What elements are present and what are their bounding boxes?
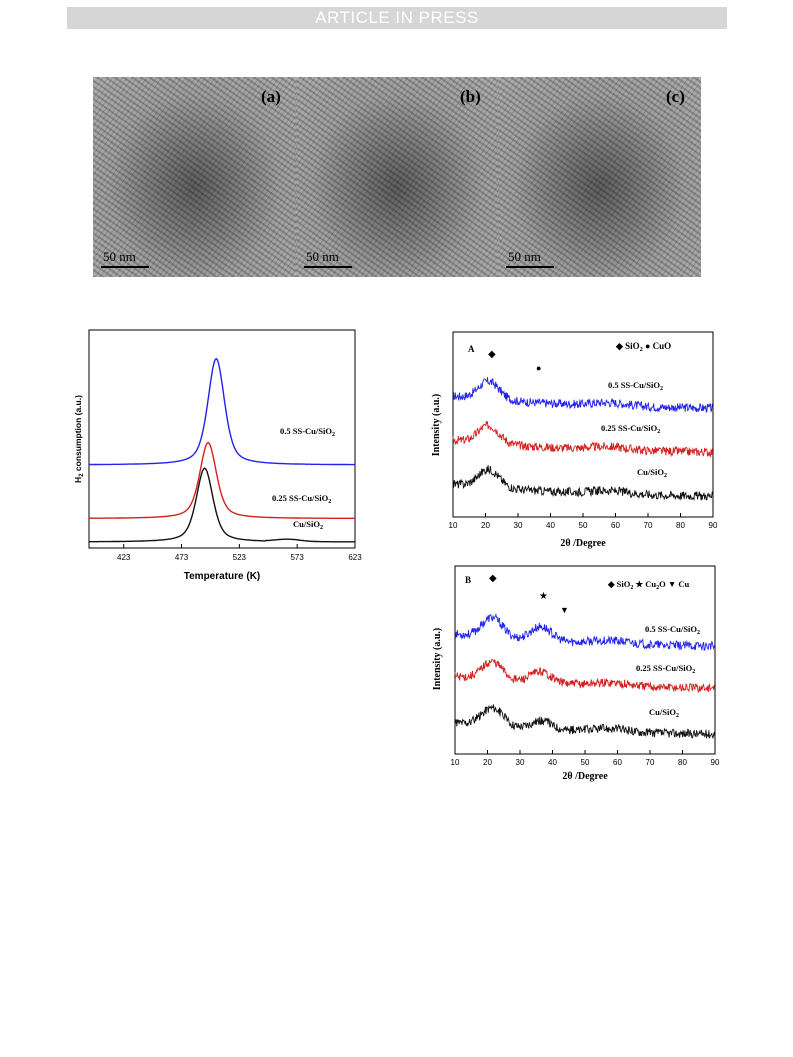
xrd-2-xtick-label-2: 30	[516, 758, 525, 767]
xrd-2-xtick-label-3: 40	[548, 758, 557, 767]
xrd-2-xtick-label-4: 50	[581, 758, 590, 767]
xrd-a-marker-sio2: ◆	[488, 349, 496, 360]
xrd-b-series-label-1: 0.25 SS-Cu/SiO2	[636, 663, 695, 675]
article-in-press-banner: ARTICLE IN PRESS	[67, 7, 727, 29]
xrd-a-chart: 10 20 30 40 50 60 70 80 90 A ◆ ● ◆ SiO2 ● CuO 0.…	[431, 331, 718, 549]
tpr-series-line-0	[89, 357, 355, 466]
panel-label-c: (c)	[666, 87, 685, 106]
xrd-1-xtick-label-3: 40	[546, 521, 555, 530]
xrd-2-xtick-label-7: 80	[678, 758, 687, 767]
scale-bar-b	[304, 266, 352, 268]
tpr-plot-frame	[88, 329, 356, 549]
xrd-1-xtick-label-4: 50	[579, 521, 588, 530]
xrd-a-ylabel: Intensity (a.u.)	[431, 394, 442, 457]
xrd-2-xtick-label-0: 10	[451, 758, 460, 767]
xrd-1-xtick-label-7: 80	[676, 521, 685, 530]
tem-image-a: (a) 50 nm	[93, 77, 296, 277]
tpr-chart: 423 473 523 573 623 Temperature (K) H2 consu…	[73, 329, 362, 582]
panel-label-b: (b)	[460, 87, 481, 106]
tpr-xtick-label-1: 473	[175, 553, 189, 562]
xrd-b-series-label-0: 0.5 SS-Cu/SiO2	[645, 624, 700, 636]
xrd-2-series-line-2	[454, 704, 716, 739]
tem-image-b: (b) 50 nm	[296, 77, 498, 277]
xrd-2-series-line-1	[454, 658, 716, 694]
tpr-xtick-label-4: 623	[348, 553, 362, 562]
scale-bar-c	[506, 266, 554, 268]
xrd-b-marker-cu: ▼	[560, 605, 569, 615]
tpr-series-label-2: Cu/SiO2	[293, 519, 323, 531]
xrd-b-plot-frame	[454, 565, 716, 755]
tpr-ylabel: H2 consumption (a.u.)	[73, 395, 85, 483]
xrd-b-ylabel: Intensity (a.u.)	[432, 628, 443, 691]
xrd-a-series-label-1: 0.25 SS-Cu/SiO2	[601, 423, 660, 435]
tpr-xlabel: Temperature (K)	[184, 571, 261, 582]
xrd-1-series-line-0	[452, 377, 713, 413]
xrd-b-panel-label: B	[465, 575, 471, 585]
tpr-xtick-label-3: 573	[290, 553, 304, 562]
xrd-1-series-line-2	[452, 465, 713, 501]
xrd-1-xtick-label-2: 30	[514, 521, 523, 530]
xrd-1-xtick-label-0: 10	[449, 521, 458, 530]
xrd-a-marker-cuo: ●	[536, 363, 541, 373]
xrd-b-legend: ◆ SiO2 ★ Cu2O ▼ Cu	[607, 579, 690, 591]
xrd-a-series-label-0: 0.5 SS-Cu/SiO2	[608, 380, 663, 392]
scale-text-c: 50 nm	[508, 249, 541, 264]
xrd-b-series-label-2: Cu/SiO2	[649, 707, 679, 719]
xrd-2-series-line-0	[454, 612, 716, 651]
tpr-series-label-1: 0.25 SS-Cu/SiO2	[272, 493, 331, 505]
xrd-1-xtick-label-5: 60	[611, 521, 620, 530]
xrd-1-series-line-1	[452, 421, 714, 458]
xrd-2-xtick-label-5: 60	[613, 758, 622, 767]
scale-text-a: 50 nm	[103, 249, 136, 264]
xrd-1-xtick-label-6: 70	[644, 521, 653, 530]
xrd-b-marker-sio2: ◆	[489, 573, 497, 584]
xrd-a-series-label-2: Cu/SiO2	[637, 467, 667, 479]
tpr-xtick-label-2: 523	[233, 553, 247, 562]
tpr-series-line-1	[89, 441, 355, 519]
xrd-a-legend: ◆ SiO2 ● CuO	[615, 341, 671, 353]
xrd-b-xlabel: 2θ /Degree	[562, 771, 608, 782]
xrd-a-panel-label: A	[468, 344, 475, 354]
xrd-1-xtick-label-1: 20	[481, 521, 490, 530]
tpr-xtick-label-0: 423	[117, 553, 131, 562]
scale-bar-a	[101, 266, 149, 268]
xrd-b-chart: 10 20 30 40 50 60 70 80 90 B ◆ ★ ▼ ◆ SiO2 ★ Cu2O…	[432, 565, 720, 782]
tpr-series-line-2	[89, 467, 355, 543]
tem-image-c: (c) 50 nm	[498, 77, 701, 277]
scale-text-b: 50 nm	[306, 249, 339, 264]
xrd-b-marker-cu2o: ★	[539, 591, 548, 602]
xrd-2-xtick-label-6: 70	[646, 758, 655, 767]
xrd-2-xtick-label-8: 90	[711, 758, 720, 767]
xrd-1-xtick-label-8: 90	[709, 521, 718, 530]
tpr-series-label-0: 0.5 SS-Cu/SiO2	[280, 426, 335, 438]
xrd-a-xlabel: 2θ /Degree	[560, 538, 606, 549]
xrd-2-xtick-label-1: 20	[483, 758, 492, 767]
tem-image-strip: (a) 50 nm (b) 50 nm (c) 50 nm	[93, 77, 701, 277]
panel-label-a: (a)	[261, 87, 281, 106]
